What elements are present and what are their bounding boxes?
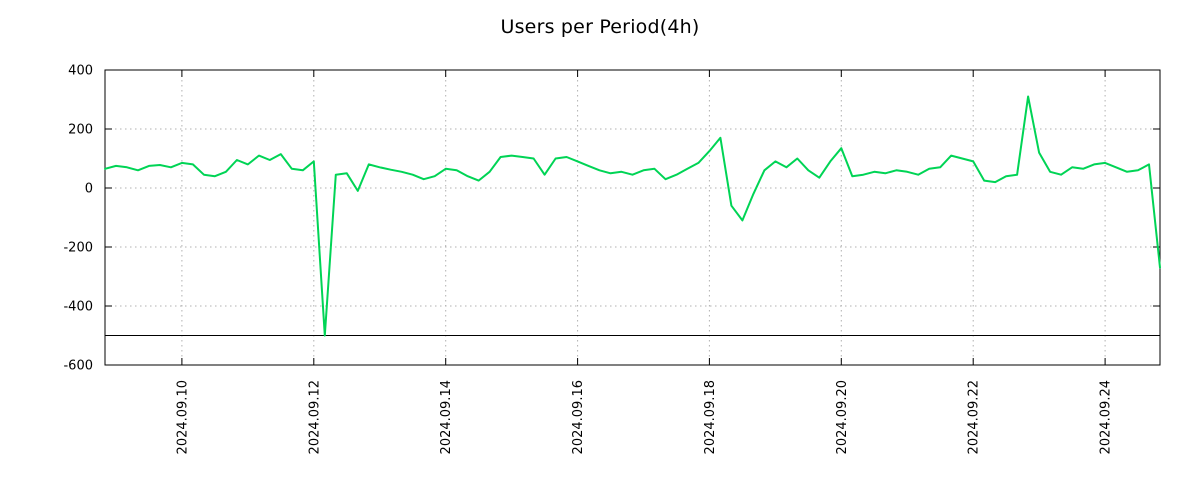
x-tick-label: 2024.09.16 <box>571 380 586 454</box>
x-tick-label: 2024.09.24 <box>1099 380 1114 454</box>
x-tick-label: 2024.09.12 <box>307 380 322 454</box>
data-line <box>104 95 1161 337</box>
y-tick-label: -400 <box>63 300 93 315</box>
plot-border <box>104 69 1161 366</box>
y-tick-label: -200 <box>63 241 93 256</box>
chart-title: Users per Period(4h) <box>500 16 700 38</box>
x-tick-label: 2024.09.10 <box>175 380 190 454</box>
x-tick-label: 2024.09.20 <box>835 380 850 454</box>
x-tick-label: 2024.09.22 <box>967 380 982 454</box>
x-tick-label: 2024.09.14 <box>439 380 454 454</box>
y-tick-label: 400 <box>68 64 93 79</box>
y-tick-label: -600 <box>63 359 93 374</box>
y-tick-label: 0 <box>85 182 93 197</box>
y-tick-label: 200 <box>68 123 93 138</box>
x-tick-label: 2024.09.18 <box>703 380 718 454</box>
